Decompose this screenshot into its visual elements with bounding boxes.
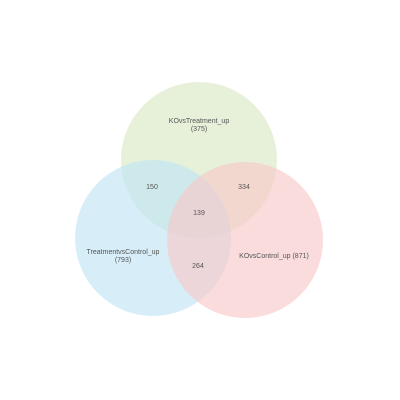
intersection-count-top-left: 150 xyxy=(146,184,158,191)
set-label-kovstreatment-name: KOvsTreatment_up xyxy=(169,118,230,125)
set-label-treatmentvscontrol-name: TreatmentvsControl_up xyxy=(87,249,160,256)
intersection-count-top-right: 334 xyxy=(238,184,250,191)
intersection-count-all: 139 xyxy=(193,210,205,217)
set-label-treatmentvscontrol-count: (793) xyxy=(115,257,131,264)
set-circle-kovscontrol xyxy=(167,162,323,318)
set-label-kovstreatment-count: (375) xyxy=(191,126,207,133)
set-label-kovscontrol: KOvsControl_up (871) xyxy=(239,253,309,260)
intersection-count-left-right: 264 xyxy=(192,263,204,270)
